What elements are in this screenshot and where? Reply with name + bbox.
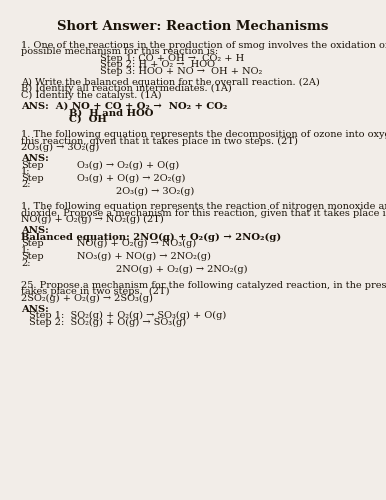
Text: C) Identify the catalyst. (1A): C) Identify the catalyst. (1A) xyxy=(21,90,162,100)
Text: 1. One of the reactions in the production of smog involves the oxidation of nitr: 1. One of the reactions in the productio… xyxy=(21,40,386,50)
Text: 1:: 1: xyxy=(21,246,31,254)
Text: ANS:: ANS: xyxy=(21,154,49,163)
Text: NO(g) + O₂(g) → NO₂(g) (2T): NO(g) + O₂(g) → NO₂(g) (2T) xyxy=(21,215,164,224)
Text: 2:: 2: xyxy=(21,258,31,268)
Text: B) Identify all reaction intermediates. (1A): B) Identify all reaction intermediates. … xyxy=(21,84,232,94)
Text: B)  H and HOO: B) H and HOO xyxy=(69,108,154,117)
Text: 2O₃(g) → 3O₂(g): 2O₃(g) → 3O₂(g) xyxy=(116,186,194,196)
Text: 1:: 1: xyxy=(21,167,31,176)
Text: NO(g) + O₂(g) → NO₃(g): NO(g) + O₂(g) → NO₃(g) xyxy=(77,239,196,248)
Text: dioxide. Propose a mechanism for this reaction, given that it takes place in two: dioxide. Propose a mechanism for this re… xyxy=(21,208,386,218)
Text: 1. The following equation represents the decomposition of ozone into oxygen. Pro: 1. The following equation represents the… xyxy=(21,130,386,139)
Text: 2NO(g) + O₂(g) → 2NO₂(g): 2NO(g) + O₂(g) → 2NO₂(g) xyxy=(116,265,247,274)
Text: Short Answer: Reaction Mechanisms: Short Answer: Reaction Mechanisms xyxy=(57,20,329,33)
Text: takes place in two steps.  (2T): takes place in two steps. (2T) xyxy=(21,287,170,296)
Text: 2O₃(g) → 3O₂(g): 2O₃(g) → 3O₂(g) xyxy=(21,143,100,152)
Text: 2SO₂(g) + O₂(g) → 2SO₃(g): 2SO₂(g) + O₂(g) → 2SO₃(g) xyxy=(21,294,153,303)
Text: Step: Step xyxy=(21,160,44,170)
Text: Step: Step xyxy=(21,174,44,182)
Text: Step: Step xyxy=(21,252,44,261)
Text: Step 1:  SO₂(g) + O₂(g) → SO₃(g) + O(g): Step 1: SO₂(g) + O₂(g) → SO₃(g) + O(g) xyxy=(29,311,226,320)
Text: 2:: 2: xyxy=(21,180,31,189)
Text: Balanced equation: 2NO(g) + O₂(g) → 2NO₂(g): Balanced equation: 2NO(g) + O₂(g) → 2NO₂… xyxy=(21,232,281,242)
Text: this reaction, given that it takes place in two steps. (2T): this reaction, given that it takes place… xyxy=(21,136,298,146)
Text: Step: Step xyxy=(21,239,44,248)
Text: A) Write the balanced equation for the overall reaction. (2A): A) Write the balanced equation for the o… xyxy=(21,78,320,87)
Text: Step 3: HOO + NO →  OH + NO₂: Step 3: HOO + NO → OH + NO₂ xyxy=(100,66,262,76)
Text: Step 1: CO + OH →  CO₂ + H: Step 1: CO + OH → CO₂ + H xyxy=(100,54,245,62)
Text: O₃(g) + O(g) → 2O₂(g): O₃(g) + O(g) → 2O₂(g) xyxy=(77,174,186,183)
Text: NO₃(g) + NO(g) → 2NO₂(g): NO₃(g) + NO(g) → 2NO₂(g) xyxy=(77,252,211,262)
Text: 25. Propose a mechanism for the following catalyzed reaction, in the presence of: 25. Propose a mechanism for the followin… xyxy=(21,280,386,289)
Text: O₃(g) → O₂(g) + O(g): O₃(g) → O₂(g) + O(g) xyxy=(77,160,179,170)
Text: possible mechanism for this reaction is:: possible mechanism for this reaction is: xyxy=(21,47,218,56)
Text: ANS:: ANS: xyxy=(21,304,49,314)
Text: 1. The following equation represents the reaction of nitrogen monoxide and oxyge: 1. The following equation represents the… xyxy=(21,202,386,211)
Text: ANS:: ANS: xyxy=(21,226,49,235)
Text: Step 2:  SO₂(g) + O(g) → SO₃(g): Step 2: SO₂(g) + O(g) → SO₃(g) xyxy=(29,318,186,327)
Text: ANS:  A) NO + CO + O₂ →  NO₂ + CO₂: ANS: A) NO + CO + O₂ → NO₂ + CO₂ xyxy=(21,102,228,110)
Text: C)  OH: C) OH xyxy=(69,114,107,124)
Text: Step 2: H + O₂ →  HOO: Step 2: H + O₂ → HOO xyxy=(100,60,215,69)
